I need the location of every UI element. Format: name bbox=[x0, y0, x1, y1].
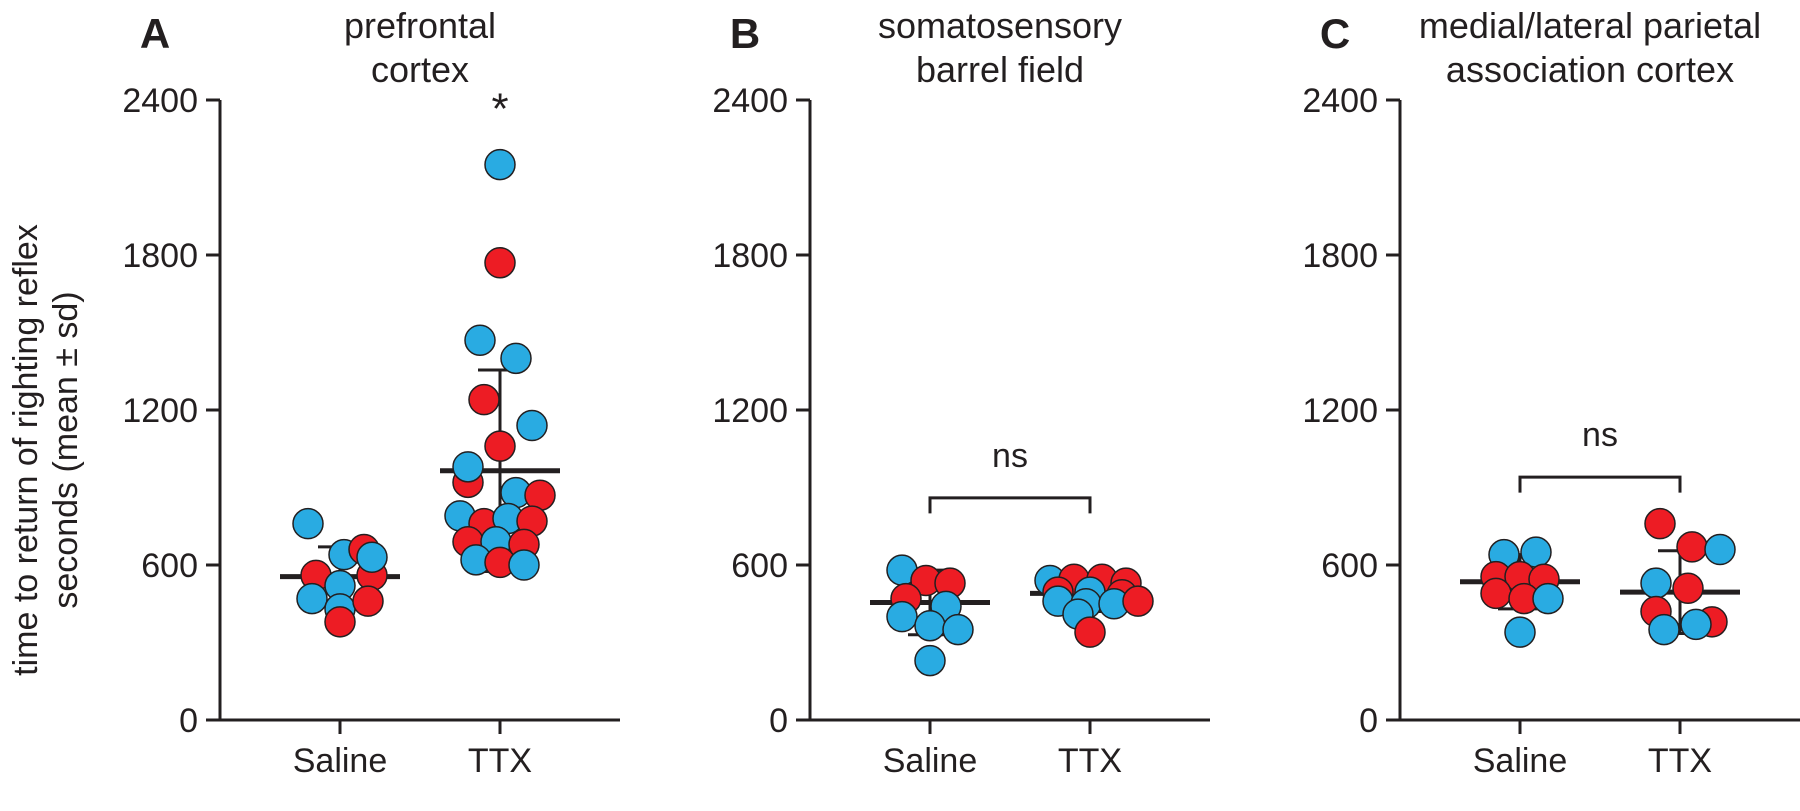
data-point bbox=[453, 452, 483, 482]
data-point bbox=[469, 385, 499, 415]
y-tick-label: 0 bbox=[769, 702, 788, 740]
data-point bbox=[501, 343, 531, 373]
data-point bbox=[1681, 609, 1711, 639]
y-tick-label: 2400 bbox=[1302, 82, 1378, 120]
panel-title: medial/lateral parietal bbox=[1419, 5, 1761, 46]
x-tick-label: TTX bbox=[468, 742, 532, 780]
data-point bbox=[1505, 617, 1535, 647]
data-point bbox=[1075, 617, 1105, 647]
data-point bbox=[1481, 578, 1511, 608]
y-tick-label: 1800 bbox=[1302, 237, 1378, 275]
data-point bbox=[357, 542, 387, 572]
data-point bbox=[887, 602, 917, 632]
y-axis-label: time to return of righting reflexseconds… bbox=[7, 224, 85, 676]
x-tick-label: Saline bbox=[1473, 742, 1568, 780]
x-tick-label: Saline bbox=[883, 742, 978, 780]
data-point bbox=[509, 550, 539, 580]
data-point bbox=[1705, 535, 1735, 565]
y-tick-label: 600 bbox=[731, 547, 788, 585]
data-point bbox=[1677, 532, 1707, 562]
data-point bbox=[485, 248, 515, 278]
data-point bbox=[293, 509, 323, 539]
x-tick-label: TTX bbox=[1058, 742, 1122, 780]
data-point bbox=[1533, 584, 1563, 614]
ns-bracket bbox=[1520, 477, 1680, 493]
data-point bbox=[325, 607, 355, 637]
panel-title: association cortex bbox=[1446, 49, 1734, 90]
y-tick-label: 0 bbox=[1359, 702, 1378, 740]
data-point bbox=[485, 431, 515, 461]
x-tick-label: TTX bbox=[1648, 742, 1712, 780]
data-point bbox=[353, 586, 383, 616]
x-tick-label: Saline bbox=[293, 742, 388, 780]
data-point bbox=[1123, 586, 1153, 616]
y-tick-label: 1200 bbox=[122, 392, 198, 430]
y-tick-label: 1800 bbox=[122, 237, 198, 275]
y-tick-label: 1200 bbox=[1302, 392, 1378, 430]
data-point bbox=[943, 615, 973, 645]
significance-star: * bbox=[491, 84, 508, 133]
data-point bbox=[915, 646, 945, 676]
data-point bbox=[1673, 573, 1703, 603]
data-point bbox=[517, 411, 547, 441]
panel-title: barrel field bbox=[916, 49, 1084, 90]
panel-letter: A bbox=[140, 10, 170, 57]
y-tick-label: 0 bbox=[179, 702, 198, 740]
data-point bbox=[1641, 568, 1671, 598]
y-tick-label: 2400 bbox=[122, 82, 198, 120]
y-tick-label: 1800 bbox=[712, 237, 788, 275]
y-tick-label: 2400 bbox=[712, 82, 788, 120]
data-point bbox=[485, 150, 515, 180]
y-tick-label: 600 bbox=[141, 547, 198, 585]
significance-ns: ns bbox=[992, 437, 1028, 475]
panel-title: somatosensory bbox=[878, 5, 1122, 46]
figure-svg: time to return of righting reflexseconds… bbox=[0, 0, 1800, 811]
figure: time to return of righting reflexseconds… bbox=[0, 0, 1800, 811]
data-point bbox=[1645, 509, 1675, 539]
panel-letter: C bbox=[1320, 10, 1350, 57]
y-tick-label: 1200 bbox=[712, 392, 788, 430]
data-point bbox=[915, 611, 945, 641]
panel-title: cortex bbox=[371, 49, 469, 90]
panel-letter: B bbox=[730, 10, 760, 57]
data-point bbox=[297, 584, 327, 614]
y-tick-label: 600 bbox=[1321, 547, 1378, 585]
data-point bbox=[1649, 615, 1679, 645]
significance-ns: ns bbox=[1582, 416, 1618, 454]
data-point bbox=[465, 325, 495, 355]
ns-bracket bbox=[930, 498, 1090, 513]
panel-title: prefrontal bbox=[344, 5, 496, 46]
